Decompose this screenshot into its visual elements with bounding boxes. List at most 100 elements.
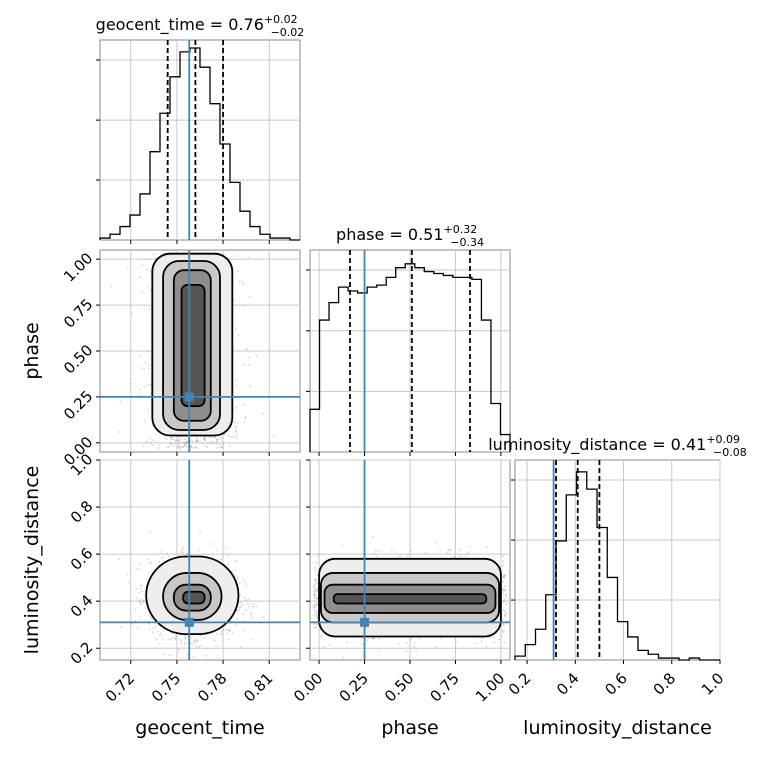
histogram-panel-luminosity_distance <box>511 459 721 664</box>
sample-point <box>485 645 488 648</box>
sample-point <box>500 565 503 568</box>
sample-point <box>312 606 315 609</box>
sample-point <box>181 438 184 441</box>
sample-point <box>315 597 318 600</box>
y-tick-label: 0.4 <box>67 591 97 621</box>
sample-point <box>255 355 258 357</box>
sample-point <box>158 560 161 563</box>
sample-point <box>238 582 241 584</box>
sample-point <box>447 549 450 551</box>
sample-point <box>502 564 505 567</box>
sample-point <box>174 637 177 639</box>
hist-gridlines <box>310 269 510 392</box>
sample-point <box>168 654 171 657</box>
sample-point <box>410 549 413 552</box>
sample-point <box>228 445 231 447</box>
sample-point <box>313 566 316 569</box>
sample-point <box>473 642 476 645</box>
sample-point <box>139 603 142 606</box>
sample-point <box>242 629 245 632</box>
sample-point <box>164 436 166 439</box>
sample-point <box>170 442 173 445</box>
x-tick-label: 0.25 <box>336 669 372 705</box>
sample-point <box>501 593 504 595</box>
sample-point <box>328 644 331 646</box>
sample-point <box>148 614 150 617</box>
sample-point <box>502 555 505 558</box>
sample-point <box>249 385 252 387</box>
x-gridlines <box>318 250 502 452</box>
sample-point <box>315 561 318 564</box>
sample-point <box>195 439 198 441</box>
sample-point <box>503 584 506 587</box>
sample-point <box>315 604 317 607</box>
sample-point <box>184 442 187 445</box>
x-axis-label-luminosity_distance: luminosity_distance <box>523 717 712 739</box>
sample-point <box>191 642 194 645</box>
sample-point <box>154 257 157 259</box>
sample-point <box>205 655 207 657</box>
sample-point <box>149 437 152 439</box>
sample-point <box>203 438 206 441</box>
sample-point <box>204 439 207 442</box>
sample-point <box>135 567 138 570</box>
sample-point <box>314 583 317 585</box>
sample-point <box>162 629 165 631</box>
sample-point <box>314 626 317 628</box>
sample-point <box>247 605 250 608</box>
sample-point <box>119 400 122 403</box>
sample-point <box>446 551 449 554</box>
sample-point <box>228 629 231 632</box>
sample-point <box>186 552 189 555</box>
sample-point <box>178 443 181 445</box>
sample-point <box>500 634 503 637</box>
sample-point <box>135 588 137 590</box>
sample-point <box>502 560 505 562</box>
sample-point <box>142 445 145 447</box>
sample-point <box>251 605 254 608</box>
sample-point <box>119 626 122 629</box>
sample-point <box>465 553 467 556</box>
sample-point <box>143 419 146 422</box>
sample-point <box>148 258 151 261</box>
sample-point <box>414 642 417 645</box>
sample-point <box>459 548 461 551</box>
sample-point <box>504 614 507 617</box>
sample-point <box>232 436 235 438</box>
sample-point <box>250 613 253 616</box>
sample-point <box>314 626 317 629</box>
sample-point <box>167 446 169 449</box>
x-axis-label-phase: phase <box>381 717 438 739</box>
sample-point <box>138 394 140 397</box>
sample-point <box>156 637 158 640</box>
sample-point <box>185 440 188 443</box>
y-tick-label: 0.50 <box>60 341 96 377</box>
sample-point <box>169 442 171 445</box>
sample-point <box>209 543 212 545</box>
sample-point <box>316 610 318 613</box>
sample-point <box>145 440 148 443</box>
sample-point <box>184 444 186 447</box>
sample-point <box>210 440 213 443</box>
sample-point <box>505 596 508 599</box>
sample-point <box>139 568 141 571</box>
sample-point <box>236 610 238 612</box>
sample-point <box>502 629 505 632</box>
sample-point <box>244 304 246 307</box>
sample-point <box>205 553 207 555</box>
sample-point <box>232 347 235 350</box>
sample-point <box>231 435 233 438</box>
sample-point <box>455 641 458 644</box>
density-body <box>118 530 265 658</box>
sample-point <box>238 280 241 283</box>
sample-point <box>141 264 144 267</box>
x-tick-label: 0.81 <box>240 669 276 705</box>
sample-point <box>397 555 399 558</box>
y-tick-label: 0.2 <box>67 638 97 668</box>
sample-point <box>190 439 192 441</box>
histogram-step-line <box>99 47 300 241</box>
sample-point <box>167 638 170 641</box>
sample-point <box>314 605 317 608</box>
sample-point <box>405 650 408 653</box>
x-tick-label: 0.8 <box>650 669 680 699</box>
